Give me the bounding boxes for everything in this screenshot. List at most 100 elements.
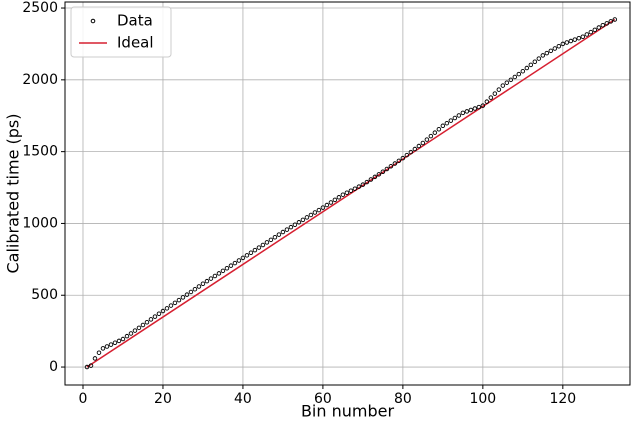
data-point (420, 140, 426, 146)
data-point (600, 23, 606, 28)
data-point (140, 322, 146, 328)
data-point (544, 50, 550, 56)
data-point (248, 250, 254, 255)
x-tick-label: 100 (469, 391, 496, 407)
data-point (184, 292, 190, 297)
data-point (124, 333, 130, 339)
legend-box (70, 6, 172, 58)
data-point (432, 130, 438, 135)
data-point (316, 207, 322, 213)
data-point (308, 212, 314, 218)
y-tick-label: 2500 (22, 0, 58, 16)
data-point (428, 133, 434, 139)
data-point (480, 103, 486, 108)
data-point (180, 295, 186, 300)
data-point (484, 99, 490, 104)
x-axis-label: Bin number (301, 402, 395, 421)
data-point (456, 113, 462, 118)
data-point (116, 338, 122, 344)
data-point (560, 41, 566, 47)
data-point (364, 179, 370, 185)
data-point (104, 344, 110, 349)
y-axis-label: Calibrated time (ps) (4, 114, 23, 274)
data-point (204, 278, 210, 284)
data-point (168, 303, 174, 308)
y-tick-label: 500 (31, 287, 58, 303)
x-tick-label: 60 (314, 391, 332, 407)
y-tick-label: 1000 (22, 215, 58, 231)
data-point (540, 53, 546, 58)
data-point (556, 43, 562, 49)
data-point (404, 152, 410, 158)
data-point (516, 71, 522, 77)
data-point (488, 95, 494, 100)
data-point (280, 229, 286, 235)
data-point (276, 232, 282, 237)
data-point (196, 284, 202, 289)
data-point (120, 336, 126, 342)
data-point (412, 146, 418, 152)
data-point (164, 306, 170, 311)
data-point (352, 186, 358, 191)
data-point (224, 265, 230, 271)
data-point (144, 319, 150, 325)
y-tick-label: 0 (49, 359, 58, 375)
data-point (596, 25, 602, 30)
data-point (580, 34, 586, 40)
y-tick-label: 1500 (22, 144, 58, 160)
data-point (328, 200, 334, 205)
data-point (312, 210, 318, 215)
data-point (408, 149, 414, 155)
data-point (356, 184, 362, 189)
data-point (592, 27, 598, 33)
data-point (332, 197, 338, 203)
data-point (588, 29, 594, 35)
data-point (468, 107, 474, 113)
data-point (552, 46, 558, 51)
data-point (100, 346, 106, 351)
data-point (500, 83, 506, 88)
legend-label: Ideal (117, 34, 154, 52)
data-point (376, 172, 382, 177)
data-point (84, 364, 90, 370)
data-point (612, 17, 618, 22)
data-point (212, 273, 218, 279)
data-point (172, 300, 178, 306)
data-point (508, 77, 514, 83)
data-point (604, 21, 610, 26)
data-point (320, 205, 326, 210)
data-point (256, 245, 262, 250)
data-point (392, 161, 398, 166)
data-point (440, 123, 446, 129)
data-point (296, 220, 302, 225)
data-point (220, 268, 226, 274)
ideal-line (86, 18, 616, 368)
data-point (208, 276, 214, 281)
data-point (424, 137, 430, 142)
data-point (236, 258, 242, 263)
data-point (384, 166, 390, 172)
data-point (528, 62, 534, 68)
data-point (368, 177, 374, 182)
data-point (444, 120, 450, 126)
data-point (300, 217, 306, 223)
data-point (380, 169, 386, 174)
data-point (304, 215, 310, 220)
data-point (520, 68, 526, 74)
data-point (92, 356, 98, 361)
data-point (476, 104, 482, 110)
data-point (228, 263, 234, 268)
data-point (156, 311, 162, 317)
x-tick-label: 120 (549, 391, 576, 407)
data-point (584, 32, 590, 37)
data-point (240, 255, 246, 261)
legend: Data Ideal (70, 6, 172, 58)
data-point (448, 118, 454, 123)
data-point (400, 155, 406, 161)
data-point (396, 158, 402, 164)
data-point (176, 297, 182, 303)
data-point (232, 260, 238, 266)
data-point (504, 80, 510, 85)
data-point (472, 106, 478, 111)
